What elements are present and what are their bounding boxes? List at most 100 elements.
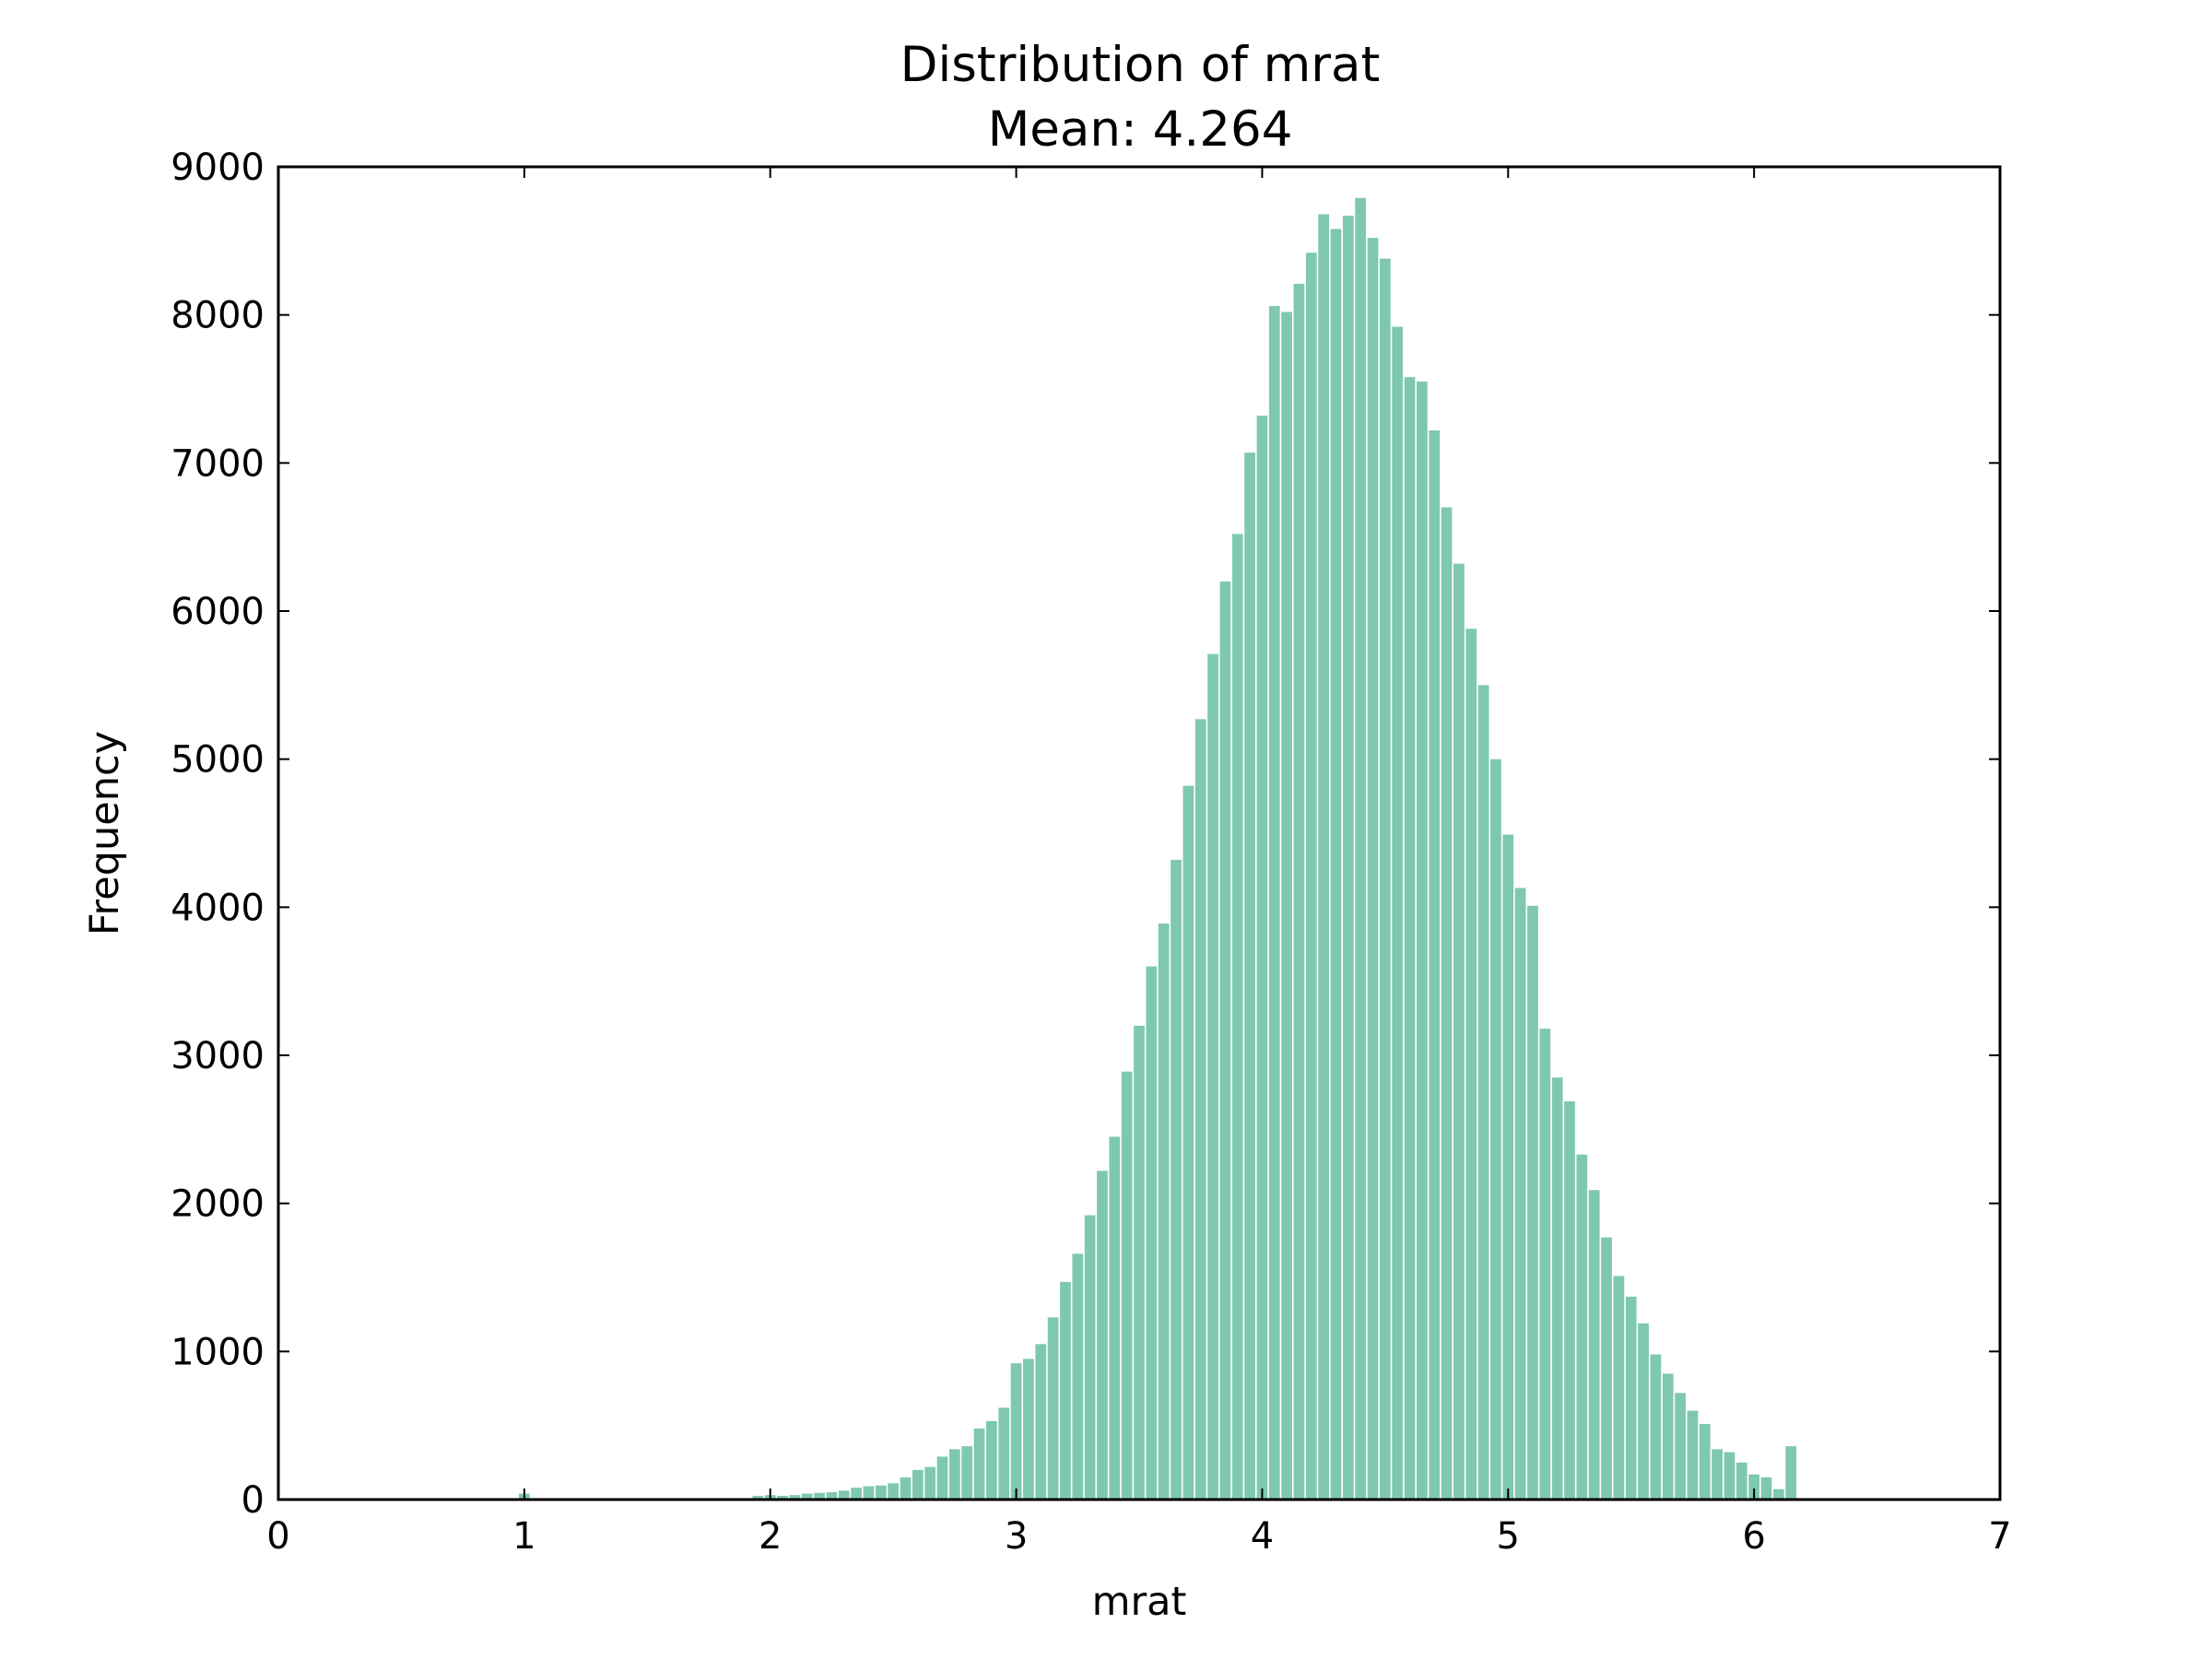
histogram-bar — [1429, 429, 1441, 1500]
histogram-bar — [1207, 653, 1218, 1500]
x-tick-label: 2 — [759, 1515, 782, 1558]
histogram-bar — [789, 1495, 801, 1500]
histogram-bar — [1687, 1410, 1699, 1500]
histogram-bar — [998, 1407, 1010, 1500]
x-tick-label: 5 — [1497, 1515, 1520, 1558]
y-tick-label: 7000 — [171, 442, 265, 485]
histogram-bar — [973, 1428, 985, 1500]
histogram-bar — [1023, 1359, 1034, 1500]
histogram-bar — [1342, 216, 1354, 1500]
histogram-bar — [1576, 1154, 1588, 1500]
histogram-bar — [1724, 1452, 1735, 1500]
histogram-bar — [1109, 1136, 1121, 1500]
histogram-bar — [1785, 1446, 1797, 1500]
histogram-bar — [1477, 685, 1489, 1500]
y-tick-label: 8000 — [171, 295, 265, 337]
histogram-bar — [1735, 1462, 1747, 1500]
y-tick-label: 0 — [241, 1479, 265, 1522]
y-axis-label: Frequency — [82, 731, 128, 935]
histogram-bar — [1355, 197, 1367, 1500]
x-tick-labels: 0 1 2 3 4 5 6 7 — [266, 1515, 2011, 1558]
histogram-bar — [1330, 229, 1342, 1500]
histogram-bar — [826, 1491, 838, 1500]
y-tick-label: 6000 — [171, 591, 265, 633]
histogram-bar — [912, 1469, 924, 1500]
histogram-bar — [1072, 1253, 1084, 1500]
histogram-bar — [1392, 326, 1404, 1500]
histogram-bars — [518, 197, 1797, 1500]
y-tick-label: 4000 — [171, 887, 265, 929]
histogram-bar — [1182, 785, 1194, 1500]
y-tick-label: 2000 — [171, 1183, 265, 1226]
histogram-bar — [1281, 312, 1292, 1500]
x-tick-label: 4 — [1251, 1515, 1274, 1558]
histogram-bar — [1465, 629, 1477, 1500]
histogram-bar — [1502, 834, 1514, 1500]
histogram-bar — [1760, 1477, 1772, 1500]
histogram-bar — [1514, 888, 1526, 1500]
histogram-bar — [1256, 415, 1268, 1500]
histogram-bar — [1527, 905, 1538, 1500]
histogram-bar — [1146, 966, 1158, 1500]
x-tick-label: 7 — [1988, 1515, 2011, 1558]
chart-subtitle: Mean: 4.264 — [988, 101, 1293, 158]
histogram-bar — [1650, 1354, 1662, 1500]
histogram-bar — [1010, 1363, 1022, 1500]
histogram-bar — [1047, 1317, 1059, 1500]
histogram-bar — [1564, 1100, 1575, 1500]
histogram-bar — [1675, 1393, 1686, 1500]
histogram-bar — [1134, 1025, 1145, 1500]
histogram-bar — [1171, 859, 1182, 1500]
histogram-bar — [936, 1456, 948, 1500]
histogram-bar — [1293, 283, 1305, 1500]
histogram-bar — [1699, 1424, 1711, 1500]
histogram-bar — [888, 1483, 900, 1500]
histogram-bar — [777, 1495, 788, 1500]
histogram-bar — [1417, 381, 1428, 1500]
x-tick-label: 1 — [512, 1515, 535, 1558]
histogram-bar — [1625, 1296, 1637, 1500]
histogram-bar — [948, 1449, 960, 1500]
histogram-bar — [1060, 1281, 1071, 1500]
plot-frame — [276, 165, 2002, 1501]
histogram-bar — [752, 1495, 764, 1500]
histogram-bar — [1097, 1171, 1108, 1500]
histogram-bar — [1441, 507, 1453, 1500]
histogram-bar — [1490, 759, 1501, 1500]
histogram-bar — [1318, 214, 1330, 1500]
y-tick-label: 5000 — [171, 739, 265, 782]
histogram-bar — [801, 1493, 813, 1500]
histogram-bar — [1404, 377, 1416, 1500]
histogram-bar — [1244, 453, 1255, 1500]
histogram-bar — [1268, 306, 1280, 1500]
histogram-bar — [1712, 1449, 1723, 1500]
histogram-bar — [1638, 1323, 1649, 1500]
x-axis-label: mrat — [1092, 1579, 1187, 1625]
histogram-bar — [1379, 258, 1391, 1500]
histogram-bar — [1231, 534, 1243, 1500]
histogram-bar — [1601, 1237, 1612, 1500]
histogram-bar — [875, 1485, 887, 1500]
histogram-bar — [851, 1488, 862, 1500]
histogram-bar — [1748, 1474, 1760, 1500]
histogram-bar — [1305, 253, 1317, 1500]
histogram-bar — [1613, 1276, 1625, 1500]
y-tick-label: 3000 — [171, 1035, 265, 1077]
y-tick-label: 1000 — [171, 1331, 265, 1373]
histogram-bar — [1551, 1077, 1563, 1500]
histogram-bar — [1539, 1029, 1551, 1500]
histogram-bar — [1035, 1344, 1047, 1500]
histogram-bar — [1084, 1215, 1096, 1500]
x-tick-label: 6 — [1742, 1515, 1765, 1558]
histogram-bar — [1219, 581, 1231, 1500]
histogram-bar — [1367, 238, 1379, 1500]
histogram-bar — [1772, 1488, 1784, 1500]
histogram-bar — [1121, 1071, 1133, 1500]
histogram-bar — [814, 1492, 825, 1500]
histogram-bar — [900, 1477, 912, 1500]
histogram-bar — [986, 1420, 997, 1500]
histogram-bar — [1158, 924, 1170, 1500]
histogram-bar — [1588, 1190, 1600, 1500]
y-tick-labels: 0 1000 2000 3000 4000 5000 6000 7000 8000 9000 — [171, 147, 265, 1522]
